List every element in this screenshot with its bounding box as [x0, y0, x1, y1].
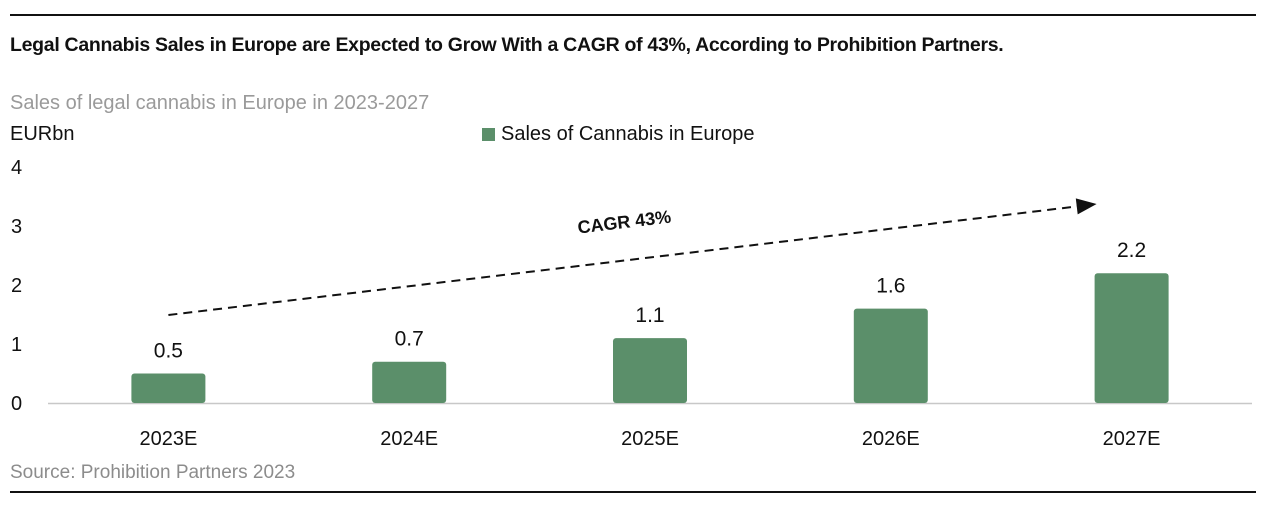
top-rule — [10, 14, 1256, 16]
x-tick-label: 2023E — [139, 428, 197, 450]
y-tick-label: 2 — [11, 275, 22, 297]
bar — [1094, 273, 1169, 403]
bar-data-label: 2.2 — [1117, 239, 1146, 262]
bar — [372, 361, 447, 403]
source-note: Source: Prohibition Partners 2023 — [10, 462, 296, 483]
bar-data-label: 0.7 — [395, 328, 424, 351]
cagr-arrow-head — [1075, 198, 1097, 215]
bar — [131, 373, 206, 403]
y-tick-label: 0 — [11, 393, 22, 415]
x-tick-label: 2024E — [380, 428, 438, 450]
chart-subtitle: Sales of legal cannabis in Europe in 202… — [10, 92, 430, 114]
bar — [613, 338, 687, 403]
chart-headline: Legal Cannabis Sales in Europe are Expec… — [10, 34, 1004, 56]
bar-data-label: 0.5 — [154, 340, 183, 363]
x-tick-label: 2027E — [1103, 428, 1161, 450]
bar — [853, 308, 928, 403]
y-tick-label: 1 — [11, 334, 22, 356]
legend-label: Sales of Cannabis in Europe — [501, 123, 755, 145]
y-axis-unit-label: EURbn — [10, 123, 75, 145]
y-tick-label: 3 — [11, 216, 22, 238]
cagr-label: CAGR 43% — [576, 207, 672, 238]
legend-swatch — [482, 128, 495, 141]
cagr-trend-arrow — [168, 205, 1081, 316]
x-tick-label: 2025E — [621, 428, 679, 450]
bar-data-label: 1.6 — [876, 275, 905, 298]
y-tick-label: 4 — [11, 157, 22, 179]
bottom-rule — [10, 491, 1256, 493]
chart-legend: Sales of Cannabis in Europe — [482, 123, 755, 146]
x-tick-label: 2026E — [862, 428, 920, 450]
bar-data-label: 1.1 — [635, 304, 664, 327]
